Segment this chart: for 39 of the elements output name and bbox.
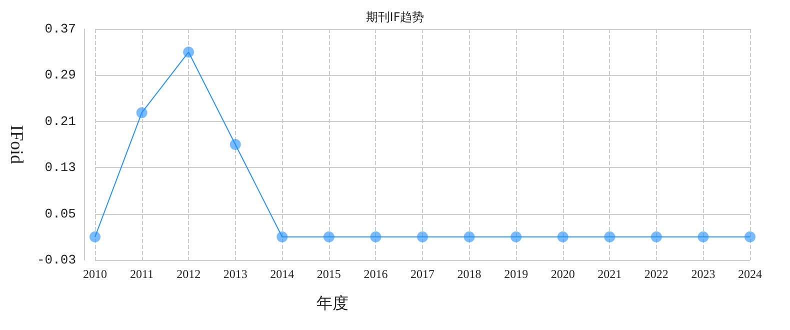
point: [276, 231, 288, 242]
x-tick-label: 2015: [316, 267, 341, 281]
x-tick-label: 2020: [550, 267, 575, 281]
point: [557, 231, 568, 242]
point: [417, 231, 428, 242]
point: [650, 231, 662, 242]
point: [604, 231, 616, 242]
point: [90, 231, 100, 242]
x-tick-label: 2024: [738, 267, 762, 281]
x-tick-label: 2012: [176, 267, 201, 281]
x-tick-label: 2018: [457, 267, 482, 281]
y-tick-label: 0.29: [44, 68, 76, 83]
y-tick-label: -0.03: [36, 252, 76, 268]
x-tick-label: 2019: [504, 267, 528, 281]
x-tick-label: 2013: [223, 267, 248, 281]
x-tick-label: 2016: [364, 267, 388, 281]
x-tick-label: 2017: [410, 267, 434, 281]
point: [230, 139, 241, 150]
point: [370, 231, 382, 242]
x-tick-label: 2022: [644, 267, 668, 281]
x-axis-title: 年度: [316, 294, 348, 312]
point: [744, 231, 756, 242]
y-tick-label: 0.05: [44, 206, 76, 222]
point: [183, 46, 194, 58]
point: [698, 231, 709, 242]
y-tick-label: 0.21: [44, 114, 76, 129]
point: [323, 231, 334, 242]
y-axis-title: IFoid: [7, 124, 27, 164]
point: [136, 107, 148, 118]
y-tick-label: 0.13: [44, 160, 76, 176]
chart-title: 期刊IF趋势: [366, 10, 424, 24]
y-tick-label: 0.37: [44, 22, 76, 36]
x-tick-label: 2014: [270, 267, 294, 281]
x-tick-label: 2010: [83, 267, 107, 281]
x-tick-label: 2021: [598, 267, 622, 281]
x-tick-label: 2011: [130, 267, 154, 281]
point: [464, 231, 475, 242]
point: [510, 231, 522, 242]
x-tick-label: 2023: [691, 267, 716, 281]
